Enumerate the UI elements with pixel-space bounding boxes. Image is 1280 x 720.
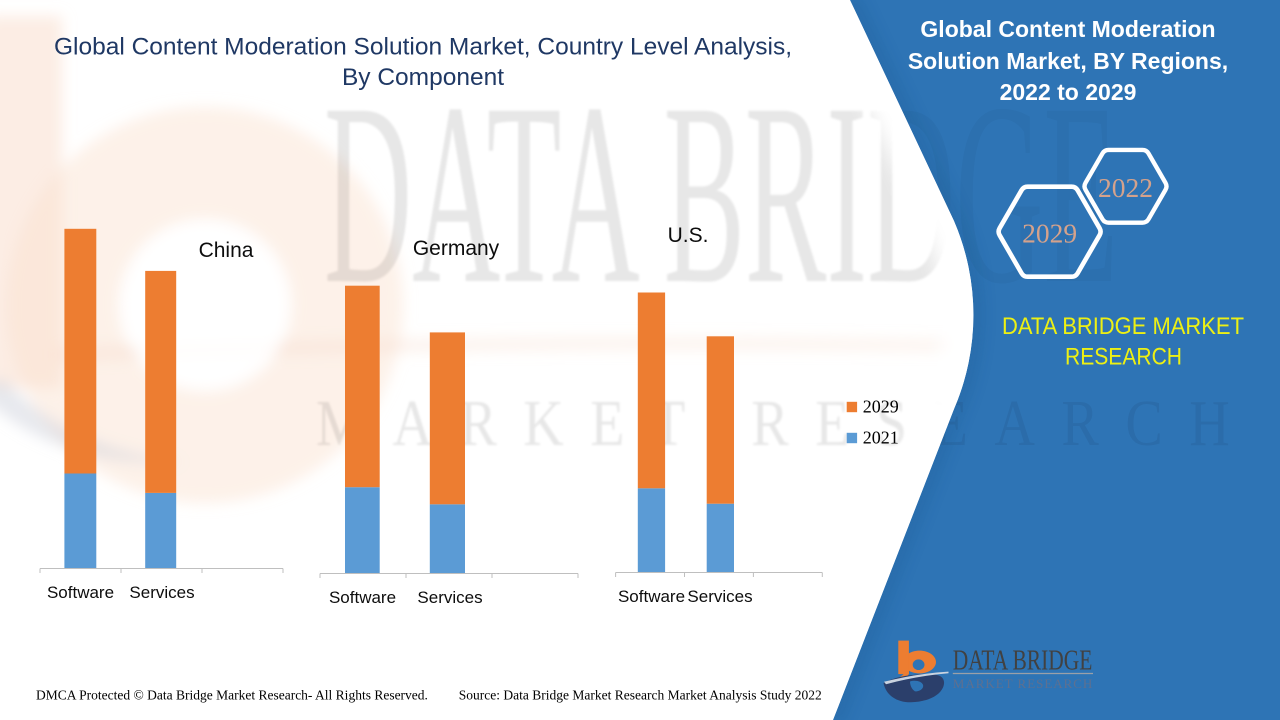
svg-text:2029: 2029 (1022, 217, 1077, 248)
svg-text:By Component: By Component (342, 64, 504, 91)
svg-text:2022: 2022 (1098, 172, 1153, 203)
svg-text:DATA BRIDGE MARKET: DATA BRIDGE MARKET (1002, 313, 1244, 340)
svg-text:Software: Software (329, 588, 396, 607)
svg-text:Global Content Moderation: Global Content Moderation (920, 16, 1215, 42)
svg-text:DATA BRIDGE: DATA BRIDGE (953, 645, 1093, 677)
svg-text:MARKET RESEARCH: MARKET RESEARCH (953, 676, 1093, 691)
svg-text:U.S.: U.S. (668, 224, 709, 247)
svg-text:China: China (199, 239, 254, 262)
svg-text:Software: Software (47, 583, 114, 602)
svg-text:2021: 2021 (863, 428, 899, 448)
svg-text:Global Content Moderation Solu: Global Content Moderation Solution Marke… (54, 34, 792, 61)
svg-text:Solution Market, BY Regions,: Solution Market, BY Regions, (908, 48, 1228, 74)
svg-text:RESEARCH: RESEARCH (1065, 344, 1182, 371)
svg-text:Germany: Germany (413, 237, 500, 260)
svg-text:Source: Data Bridge Market Res: Source: Data Bridge Market Research Mark… (459, 688, 822, 703)
svg-text:Services: Services (417, 588, 482, 607)
svg-text:Services: Services (687, 587, 752, 606)
svg-text:2029: 2029 (863, 397, 899, 417)
svg-text:Software: Software (618, 587, 685, 606)
svg-text:Services: Services (129, 583, 194, 602)
svg-text:2022 to 2029: 2022 to 2029 (1000, 79, 1137, 105)
svg-text:DMCA Protected © Data Bridge M: DMCA Protected © Data Bridge Market Rese… (36, 688, 428, 703)
